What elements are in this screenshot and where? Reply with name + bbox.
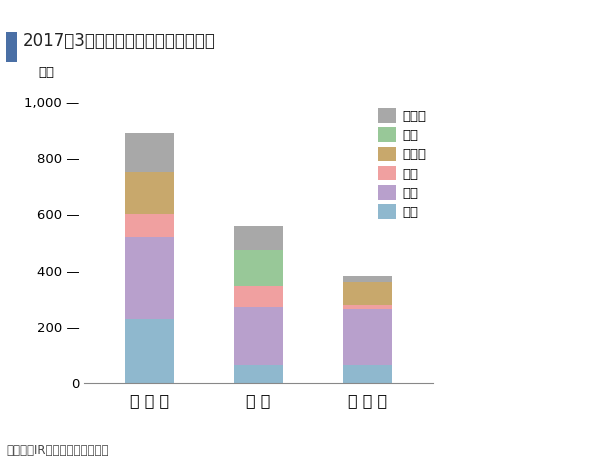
Bar bbox=[234, 225, 283, 249]
Bar bbox=[343, 309, 392, 365]
Bar bbox=[125, 237, 174, 319]
Bar bbox=[234, 286, 283, 307]
Text: 万台: 万台 bbox=[39, 66, 55, 79]
Bar bbox=[343, 365, 392, 383]
Bar bbox=[125, 319, 174, 383]
Bar bbox=[125, 172, 174, 214]
Bar bbox=[125, 133, 174, 172]
Bar bbox=[234, 249, 283, 286]
Bar bbox=[125, 214, 174, 237]
Bar bbox=[343, 276, 392, 282]
Text: （出所）IR資料を基に筆者作成: （出所）IR資料を基に筆者作成 bbox=[6, 444, 109, 457]
Bar bbox=[343, 304, 392, 309]
Legend: その他, 中国, アジア, 欧州, 北米, 日本: その他, 中国, アジア, 欧州, 北米, 日本 bbox=[379, 108, 426, 219]
Bar bbox=[234, 365, 283, 383]
Bar bbox=[234, 307, 283, 365]
Text: 2017年3月期のグループ販売台数計画: 2017年3月期のグループ販売台数計画 bbox=[23, 32, 216, 50]
Bar bbox=[343, 282, 392, 304]
